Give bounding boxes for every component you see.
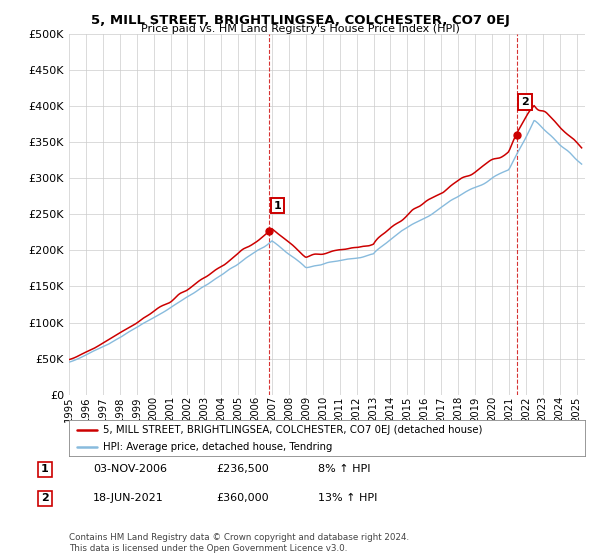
Text: 18-JUN-2021: 18-JUN-2021 (93, 493, 164, 503)
Text: 5, MILL STREET, BRIGHTLINGSEA, COLCHESTER, CO7 0EJ: 5, MILL STREET, BRIGHTLINGSEA, COLCHESTE… (91, 14, 509, 27)
Text: £360,000: £360,000 (216, 493, 269, 503)
Text: 1: 1 (274, 200, 281, 211)
Text: 03-NOV-2006: 03-NOV-2006 (93, 464, 167, 474)
Text: 8% ↑ HPI: 8% ↑ HPI (318, 464, 371, 474)
Text: 2: 2 (41, 493, 49, 503)
Text: Contains HM Land Registry data © Crown copyright and database right 2024.
This d: Contains HM Land Registry data © Crown c… (69, 533, 409, 553)
Text: Price paid vs. HM Land Registry's House Price Index (HPI): Price paid vs. HM Land Registry's House … (140, 24, 460, 34)
Text: 1: 1 (41, 464, 49, 474)
Text: 2: 2 (521, 97, 529, 107)
Text: 13% ↑ HPI: 13% ↑ HPI (318, 493, 377, 503)
Text: HPI: Average price, detached house, Tendring: HPI: Average price, detached house, Tend… (103, 442, 332, 451)
Text: 5, MILL STREET, BRIGHTLINGSEA, COLCHESTER, CO7 0EJ (detached house): 5, MILL STREET, BRIGHTLINGSEA, COLCHESTE… (103, 425, 482, 435)
Text: £236,500: £236,500 (216, 464, 269, 474)
